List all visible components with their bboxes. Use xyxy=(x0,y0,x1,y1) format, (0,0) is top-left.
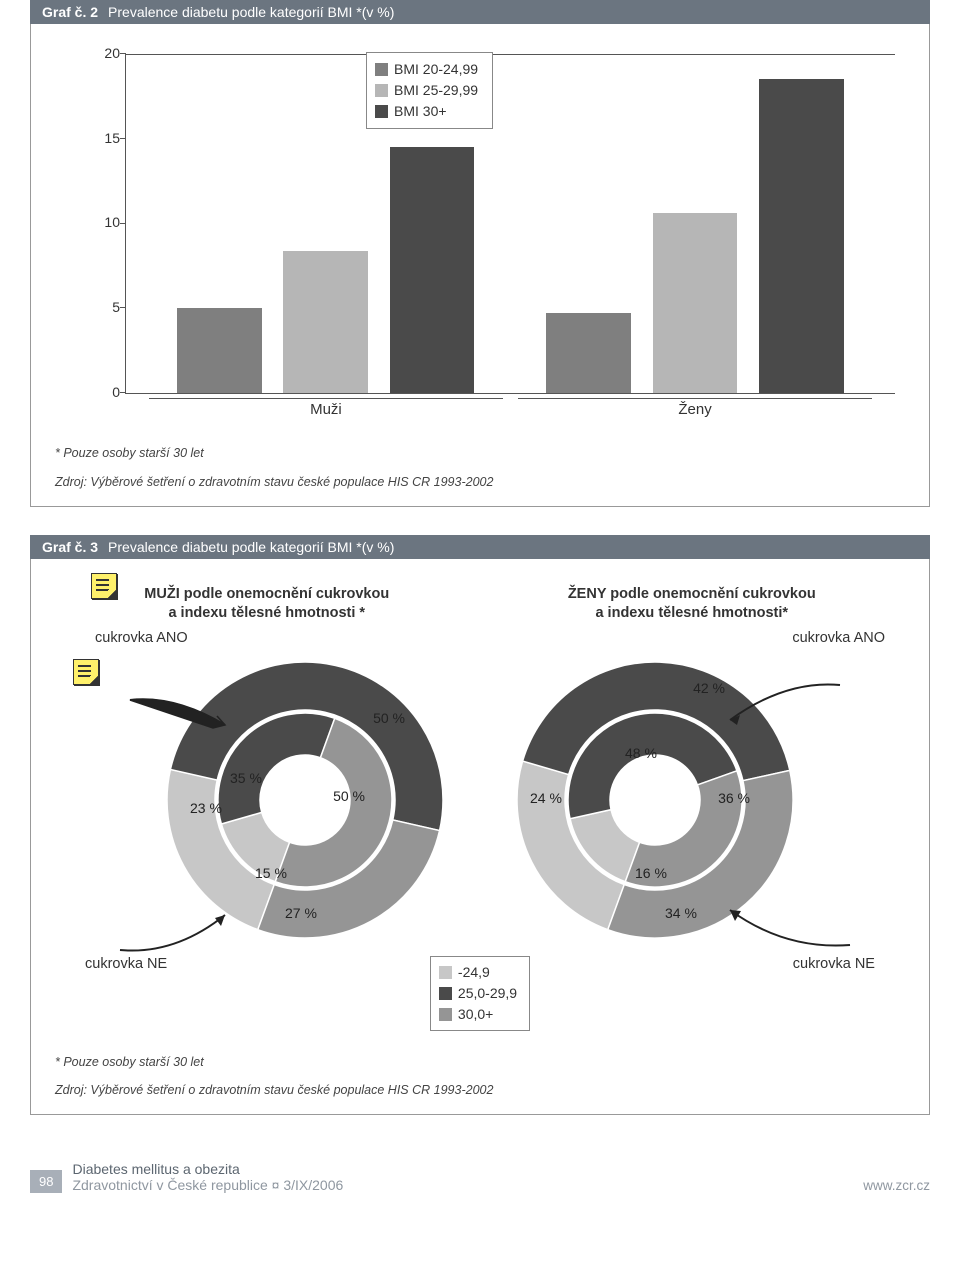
donut-legend: -24,9 25,0-29,9 30,0+ xyxy=(430,956,530,1031)
graf2-panel: BMI 20-24,99 BMI 25-29,99 BMI 30+ 051015… xyxy=(30,24,930,507)
page-number: 98 xyxy=(30,1170,62,1193)
bar-chart: BMI 20-24,99 BMI 25-29,99 BMI 30+ 051015… xyxy=(85,54,895,434)
graf2-footnote2: Zdroj: Výběrové šetření o zdravotním sta… xyxy=(55,473,905,492)
legend-label: 30,0+ xyxy=(458,1004,493,1025)
women-title: ŽENY podle onemocnění cukrovkou a indexu… xyxy=(568,585,816,624)
pct-label: 34 % xyxy=(665,905,697,921)
footer-line2: Zdravotnictví v České republice ¤ 3/IX/2… xyxy=(72,1177,343,1193)
label-ano-right: cukrovka ANO xyxy=(792,630,885,646)
footer-url: www.zcr.cz xyxy=(863,1178,930,1193)
arrow-icon xyxy=(715,895,855,955)
women-donut: 42 % 48 % 36 % 24 % 16 % 34 % xyxy=(505,650,805,950)
arrow-icon xyxy=(715,675,845,735)
pct-label: 15 % xyxy=(255,865,287,881)
pct-label: 48 % xyxy=(625,745,657,761)
graf3-number: Graf č. 3 xyxy=(42,539,98,555)
graf3-panel: MUŽI podle onemocnění cukrovkou a indexu… xyxy=(30,559,930,1116)
pct-label: 36 % xyxy=(718,790,750,806)
legend-swatch xyxy=(439,1008,452,1021)
graf3-footnote1: * Pouze osoby starší 30 let xyxy=(55,1053,905,1072)
graf3-footnote2: Zdroj: Výběrové šetření o zdravotním sta… xyxy=(55,1081,905,1100)
graf2-header: Graf č. 2 Prevalence diabetu podle kateg… xyxy=(30,0,930,24)
legend-label: 25,0-29,9 xyxy=(458,983,517,1004)
graf3-title: Prevalence diabetu podle kategorií BMI *… xyxy=(108,539,394,555)
legend-swatch xyxy=(439,966,452,979)
legend-swatch xyxy=(439,987,452,1000)
men-title: MUŽI podle onemocnění cukrovkou a indexu… xyxy=(144,585,389,624)
note-icon xyxy=(91,573,117,599)
footer-line1: Diabetes mellitus a obezita xyxy=(72,1161,239,1177)
men-donut: 50 % 50 % 35 % 23 % 15 % 27 % xyxy=(155,650,455,950)
pct-label: 42 % xyxy=(693,680,725,696)
note-icon xyxy=(73,659,99,685)
legend-label: -24,9 xyxy=(458,962,490,983)
pct-label: 35 % xyxy=(230,770,262,786)
arrow-icon xyxy=(115,900,245,960)
graf2-footnote1: * Pouze osoby starší 30 let xyxy=(55,444,905,463)
page-footer: 98 Diabetes mellitus a obezita Zdravotni… xyxy=(30,1143,930,1203)
graf2-number: Graf č. 2 xyxy=(42,4,98,20)
pct-label: 16 % xyxy=(635,865,667,881)
label-ne-right: cukrovka NE xyxy=(793,956,875,972)
graf3-header: Graf č. 3 Prevalence diabetu podle kateg… xyxy=(30,535,930,559)
pct-label: 50 % xyxy=(373,710,405,726)
graf2-title: Prevalence diabetu podle kategorií BMI *… xyxy=(108,4,394,20)
pct-label: 23 % xyxy=(190,800,222,816)
pct-label: 27 % xyxy=(285,905,317,921)
pct-label: 24 % xyxy=(530,790,562,806)
pct-label: 50 % xyxy=(333,788,365,804)
label-ano-left: cukrovka ANO xyxy=(95,630,188,646)
arrow-icon xyxy=(125,690,245,740)
